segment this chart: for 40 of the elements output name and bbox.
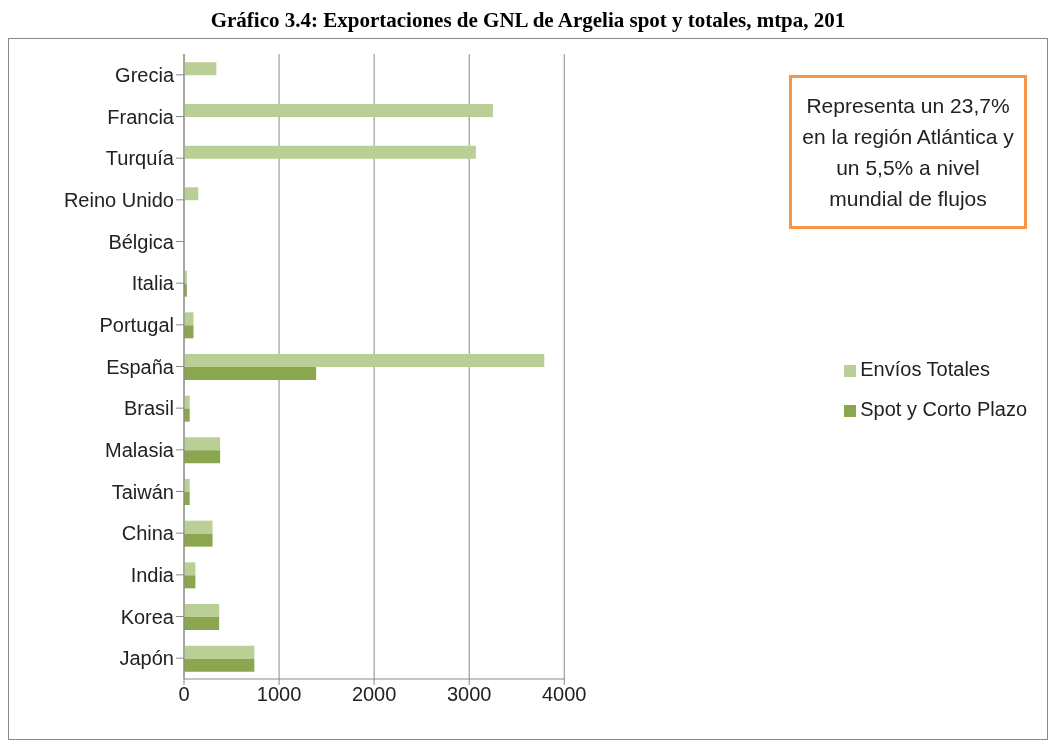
- y-tick-label: Italia: [131, 272, 175, 295]
- bar: [184, 104, 493, 117]
- bar: [184, 325, 194, 339]
- bar: [184, 645, 255, 659]
- bar: [184, 367, 317, 380]
- bar: [184, 62, 217, 76]
- x-tick-label: 0: [178, 683, 190, 706]
- bar: [184, 604, 220, 617]
- x-tick-label: 1000: [256, 683, 302, 706]
- y-tick-label: Grecia: [115, 63, 175, 86]
- y-tick-label: Brasil: [123, 397, 174, 420]
- bar: [184, 437, 221, 451]
- legend-label: Envíos Totales: [860, 358, 990, 380]
- y-tick-label: Malasia: [105, 438, 175, 461]
- y-tick-label: India: [130, 563, 175, 586]
- y-tick-label: Bélgica: [108, 230, 175, 253]
- y-tick-label: Korea: [120, 605, 175, 628]
- bar: [184, 617, 220, 630]
- bar: [184, 145, 476, 159]
- x-tick-label: 2000: [351, 683, 397, 706]
- bar: [184, 354, 545, 367]
- y-tick-label: Reino Unido: [63, 188, 174, 211]
- y-tick-label: China: [121, 522, 175, 545]
- bar: [184, 312, 194, 326]
- text: Representa un 23,7% en la región Atlántica y un 5,5% a nivel mundial de flujos: [789, 75, 1027, 229]
- bar: [184, 187, 199, 201]
- y-tick-label: España: [106, 355, 175, 378]
- y-tick-label: Taiwán: [111, 480, 174, 503]
- bar: [184, 520, 213, 534]
- y-tick-label: Japón: [119, 647, 174, 670]
- y-tick-label: Turquía: [105, 147, 175, 170]
- y-tick-label: Portugal: [99, 313, 174, 336]
- y-tick-label: Francia: [107, 105, 175, 128]
- legend-label: Spot y Corto Plazo: [860, 398, 1027, 420]
- bar: [184, 450, 221, 464]
- bar: [184, 658, 255, 672]
- chart-title: Gráfico 3.4: Exportaciones de GNL de Argelia spot y totales, mtpa, 201: [209, 8, 847, 34]
- x-tick-label: 4000: [542, 683, 587, 706]
- x-tick-label: 3000: [446, 683, 492, 706]
- bar: [184, 533, 213, 547]
